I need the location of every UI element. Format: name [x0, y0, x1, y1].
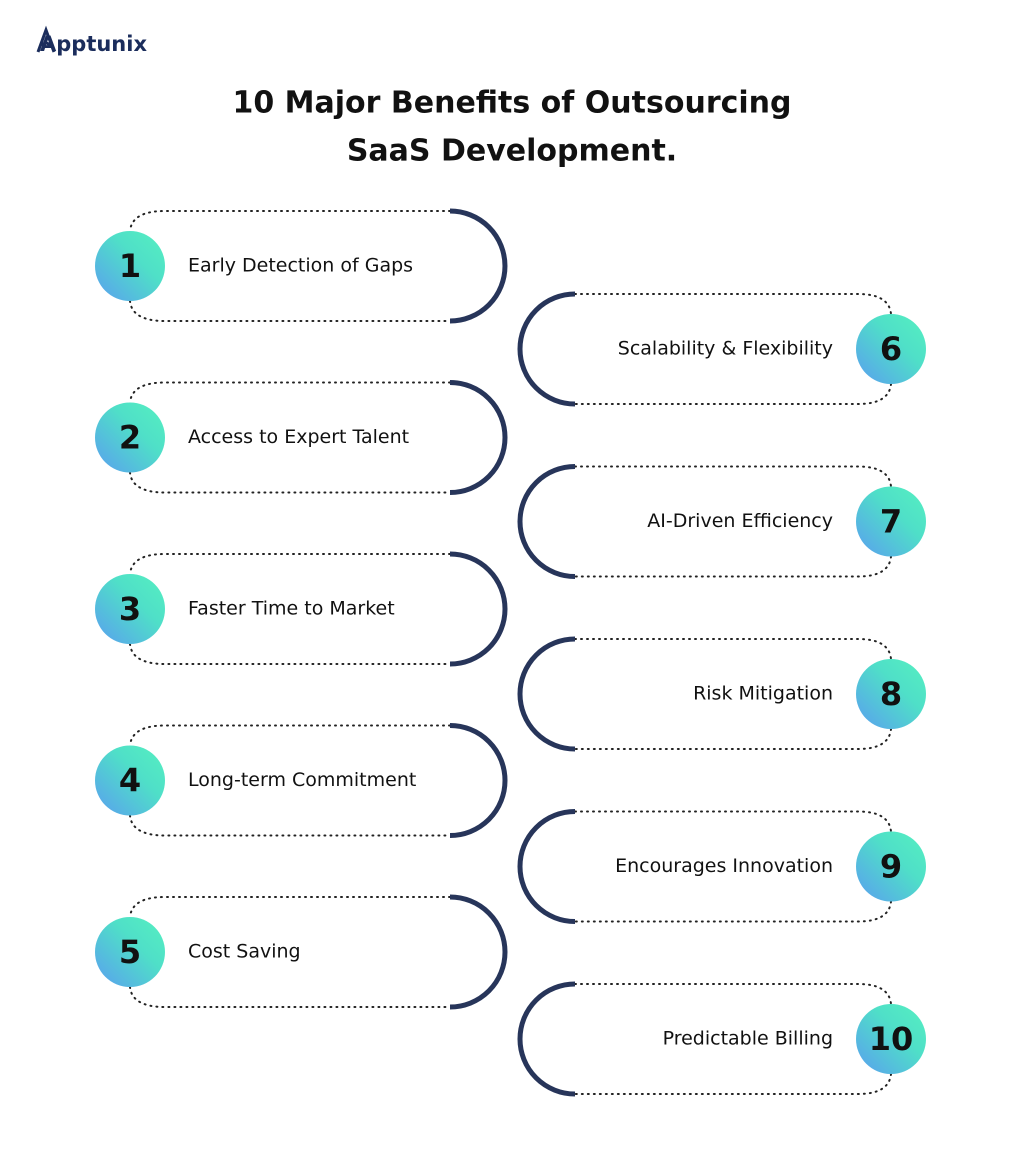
item-label: Scalability & Flexibility: [618, 338, 833, 360]
title-line: 10 Major Benefits of Outsourcing: [232, 86, 791, 121]
dotted-outline: [129, 724, 451, 837]
item-label: Cost Saving: [188, 941, 301, 963]
dotted-outline: [129, 553, 451, 665]
number-badge: [856, 486, 926, 557]
connector: [517, 809, 576, 924]
dotted-outline: [129, 896, 451, 1008]
connector: [449, 723, 508, 838]
dotted-outline: [574, 810, 892, 923]
item-number: 9: [880, 848, 902, 886]
connector: [517, 291, 576, 407]
dotted-outline: [574, 638, 892, 750]
number-badge: [95, 231, 165, 301]
logo-icon: [36, 25, 56, 53]
number-badge: [95, 917, 165, 987]
item-label: Long-term Commitment: [188, 769, 416, 791]
connector: [449, 551, 508, 667]
item-number: 7: [880, 503, 902, 541]
item-number: 8: [880, 675, 902, 713]
connector: [449, 380, 508, 495]
dotted-outline: [574, 983, 892, 1095]
dotted-outline: [129, 210, 451, 322]
dotted-outline: [574, 293, 892, 405]
item-number: 3: [119, 590, 141, 628]
logo: Apptunix: [40, 32, 147, 56]
number-badge: [856, 314, 926, 384]
number-badge: [95, 574, 165, 644]
number-badge: [856, 659, 926, 729]
connector: [449, 894, 508, 1010]
item-number: 6: [880, 330, 902, 368]
item-number: 10: [869, 1020, 914, 1058]
connector: [517, 464, 576, 579]
item-label: Access to Expert Talent: [188, 426, 409, 448]
item-number: 1: [119, 247, 141, 285]
item-label: Faster Time to Market: [188, 598, 395, 620]
connector: [449, 208, 508, 324]
item-number: 4: [119, 762, 141, 800]
connector: [517, 981, 576, 1097]
number-badge: [95, 745, 165, 816]
item-label: AI-Driven Efficiency: [647, 510, 833, 532]
title-line: SaaS Development.: [347, 134, 677, 169]
item-number: 2: [119, 419, 141, 457]
connector: [517, 636, 576, 752]
item-number: 5: [119, 933, 141, 971]
item-label: Early Detection of Gaps: [188, 255, 413, 277]
dotted-outline: [129, 381, 451, 494]
item-label: Encourages Innovation: [615, 855, 833, 877]
item-label: Risk Mitigation: [693, 683, 833, 705]
item-label: Predictable Billing: [663, 1028, 833, 1050]
number-badge: [856, 831, 926, 902]
dotted-outline: [574, 465, 892, 578]
number-badge: [95, 402, 165, 473]
number-badge: [856, 1004, 926, 1074]
